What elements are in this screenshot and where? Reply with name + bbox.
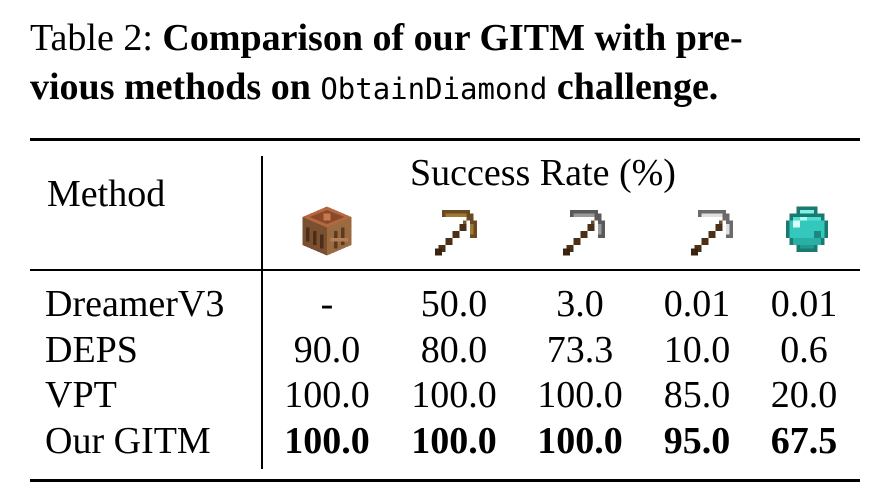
- table-cell: 90.0: [293, 329, 361, 371]
- wooden-pickaxe-icon: [428, 203, 484, 259]
- table-cell: 100.0: [284, 374, 370, 416]
- table-cell-best: 95.0: [663, 420, 731, 462]
- table-cell: -: [320, 283, 334, 325]
- table-top-rule: [30, 138, 860, 141]
- table-cell-best: 100.0: [411, 420, 497, 462]
- table-cell-best: 100.0: [537, 420, 623, 462]
- table-cell-best: 67.5: [770, 420, 838, 462]
- method-deps: DEPS: [45, 329, 138, 371]
- caption-title-part2: vious methods on: [30, 66, 311, 108]
- table-cell: 3.0: [556, 283, 604, 325]
- stone-pickaxe-icon: [556, 203, 612, 259]
- caption-challenge-name: ObtainDiamond: [320, 72, 548, 106]
- table-cell: 0.01: [770, 283, 838, 325]
- table-cell: 100.0: [537, 374, 623, 416]
- table-column-divider: [261, 156, 263, 469]
- table-cell: 50.0: [420, 283, 488, 325]
- table-cell: 10.0: [663, 329, 731, 371]
- success-rate-header: Success Rate (%): [410, 152, 676, 194]
- table-cell: 0.6: [780, 329, 828, 371]
- caption-title-part3: challenge.: [556, 66, 719, 108]
- table-cell: 80.0: [420, 329, 488, 371]
- table-cell: 85.0: [663, 374, 731, 416]
- method-vpt: VPT: [45, 374, 117, 416]
- method-our-gitm: Our GITM: [45, 420, 211, 462]
- table-cell: 100.0: [411, 374, 497, 416]
- table-cell-best: 100.0: [284, 420, 370, 462]
- method-header: Method: [47, 173, 166, 215]
- table-bottom-rule: [30, 479, 860, 482]
- caption-label: Table 2:: [30, 17, 153, 59]
- diamond-icon: [779, 203, 835, 259]
- caption-title-part1: Comparison of our GITM with pre-: [162, 17, 743, 59]
- table-cell: 20.0: [770, 374, 838, 416]
- iron-pickaxe-icon: [684, 203, 740, 259]
- method-dreamerv3: DreamerV3: [45, 283, 225, 325]
- table-cell: 0.01: [663, 283, 731, 325]
- table-header-rule: [30, 269, 860, 271]
- crafting-table-icon: [299, 203, 355, 259]
- table-cell: 73.3: [546, 329, 614, 371]
- table-caption: Table 2: Comparison of our GITM with pre…: [30, 14, 860, 114]
